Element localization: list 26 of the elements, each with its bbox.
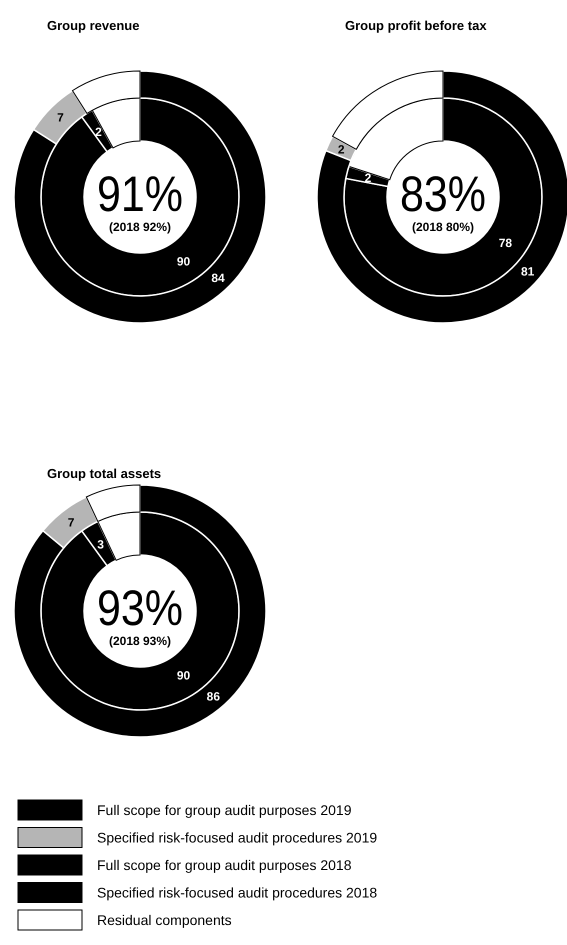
data-label: 7 bbox=[68, 515, 75, 530]
legend-label: Full scope for group audit purposes 2018 bbox=[97, 857, 352, 873]
text: 91% bbox=[97, 166, 198, 222]
data-label: 81 bbox=[520, 264, 535, 278]
text: 83% bbox=[400, 166, 500, 222]
data-label: 86 bbox=[206, 690, 220, 704]
text: (2018 92%) bbox=[108, 220, 172, 234]
legend-label: Specified risk-focused audit procedures 2019 bbox=[97, 830, 378, 846]
legend-label: Specified risk-focused audit procedures 2018 bbox=[97, 884, 378, 900]
data-label: 3 bbox=[97, 537, 104, 552]
data-label: 2 bbox=[95, 124, 102, 139]
data-label: 78 bbox=[498, 236, 512, 250]
data-label: 90 bbox=[176, 254, 191, 268]
legend-label: Residual components bbox=[97, 912, 232, 928]
text: (2018 93%) bbox=[108, 634, 172, 648]
chart-title: Group total assets bbox=[47, 466, 162, 481]
data-label: 2 bbox=[364, 170, 372, 185]
data-label: 2 bbox=[338, 142, 345, 156]
data-label: 7 bbox=[57, 110, 64, 125]
legend-label: Full scope for group audit purposes 2019 bbox=[97, 802, 352, 818]
chart-title: Group revenue bbox=[47, 18, 140, 33]
data-label: 84 bbox=[211, 271, 226, 286]
chart-title: Group profit before tax bbox=[345, 18, 488, 33]
text: 93% bbox=[97, 580, 198, 636]
data-label: 90 bbox=[176, 668, 191, 682]
text: (2018 80%) bbox=[412, 220, 474, 234]
